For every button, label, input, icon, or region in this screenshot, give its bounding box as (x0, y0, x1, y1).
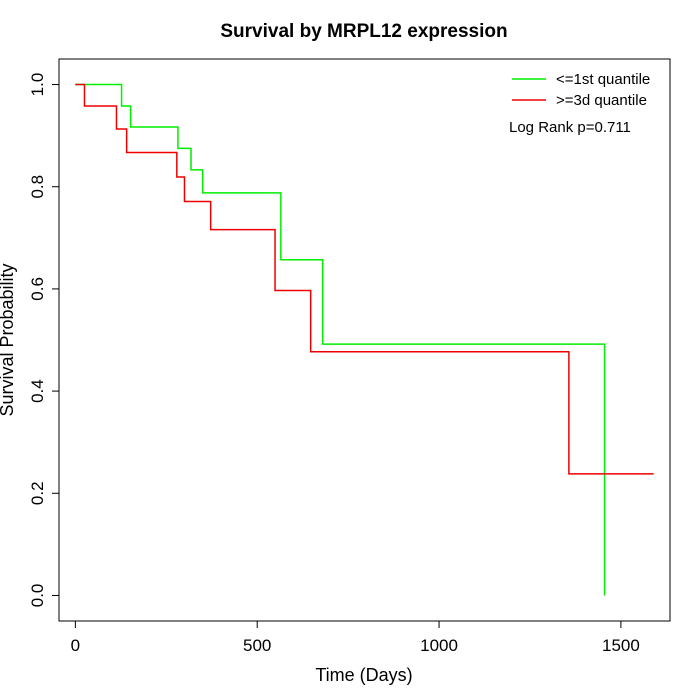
y-tick-label: 0.8 (28, 175, 47, 199)
chart-title: Survival by MRPL12 expression (220, 21, 507, 42)
y-tick-label: 1.0 (28, 73, 47, 97)
y-axis-label: Survival Probability (0, 263, 17, 416)
x-tick-label: 1500 (602, 636, 640, 655)
x-tick-label: 1000 (420, 636, 458, 655)
log-rank-annotation: Log Rank p=0.711 (509, 119, 631, 136)
series-layer (75, 83, 654, 596)
x-axis: 0 500 1000 1500 (71, 620, 640, 655)
y-tick-label: 0.0 (28, 584, 47, 608)
survival-curve-high (75, 83, 654, 475)
y-tick-label: 0.4 (28, 379, 47, 403)
x-tick-label: 500 (243, 636, 271, 655)
legend-label-high: >=3d quantile (556, 92, 647, 109)
plot-frame (58, 58, 671, 622)
y-axis: 0.0 0.2 0.4 0.6 0.8 1.0 (28, 73, 60, 608)
legend: <=1st quantile >=3d quantile Log Rank p=… (509, 71, 650, 136)
y-tick-label: 0.6 (28, 277, 47, 301)
legend-label-low: <=1st quantile (556, 71, 650, 88)
x-tick-label: 0 (71, 636, 80, 655)
y-tick-label: 0.2 (28, 481, 47, 505)
survival-curve-low (75, 83, 606, 596)
x-axis-label: Time (Days) (315, 665, 412, 685)
